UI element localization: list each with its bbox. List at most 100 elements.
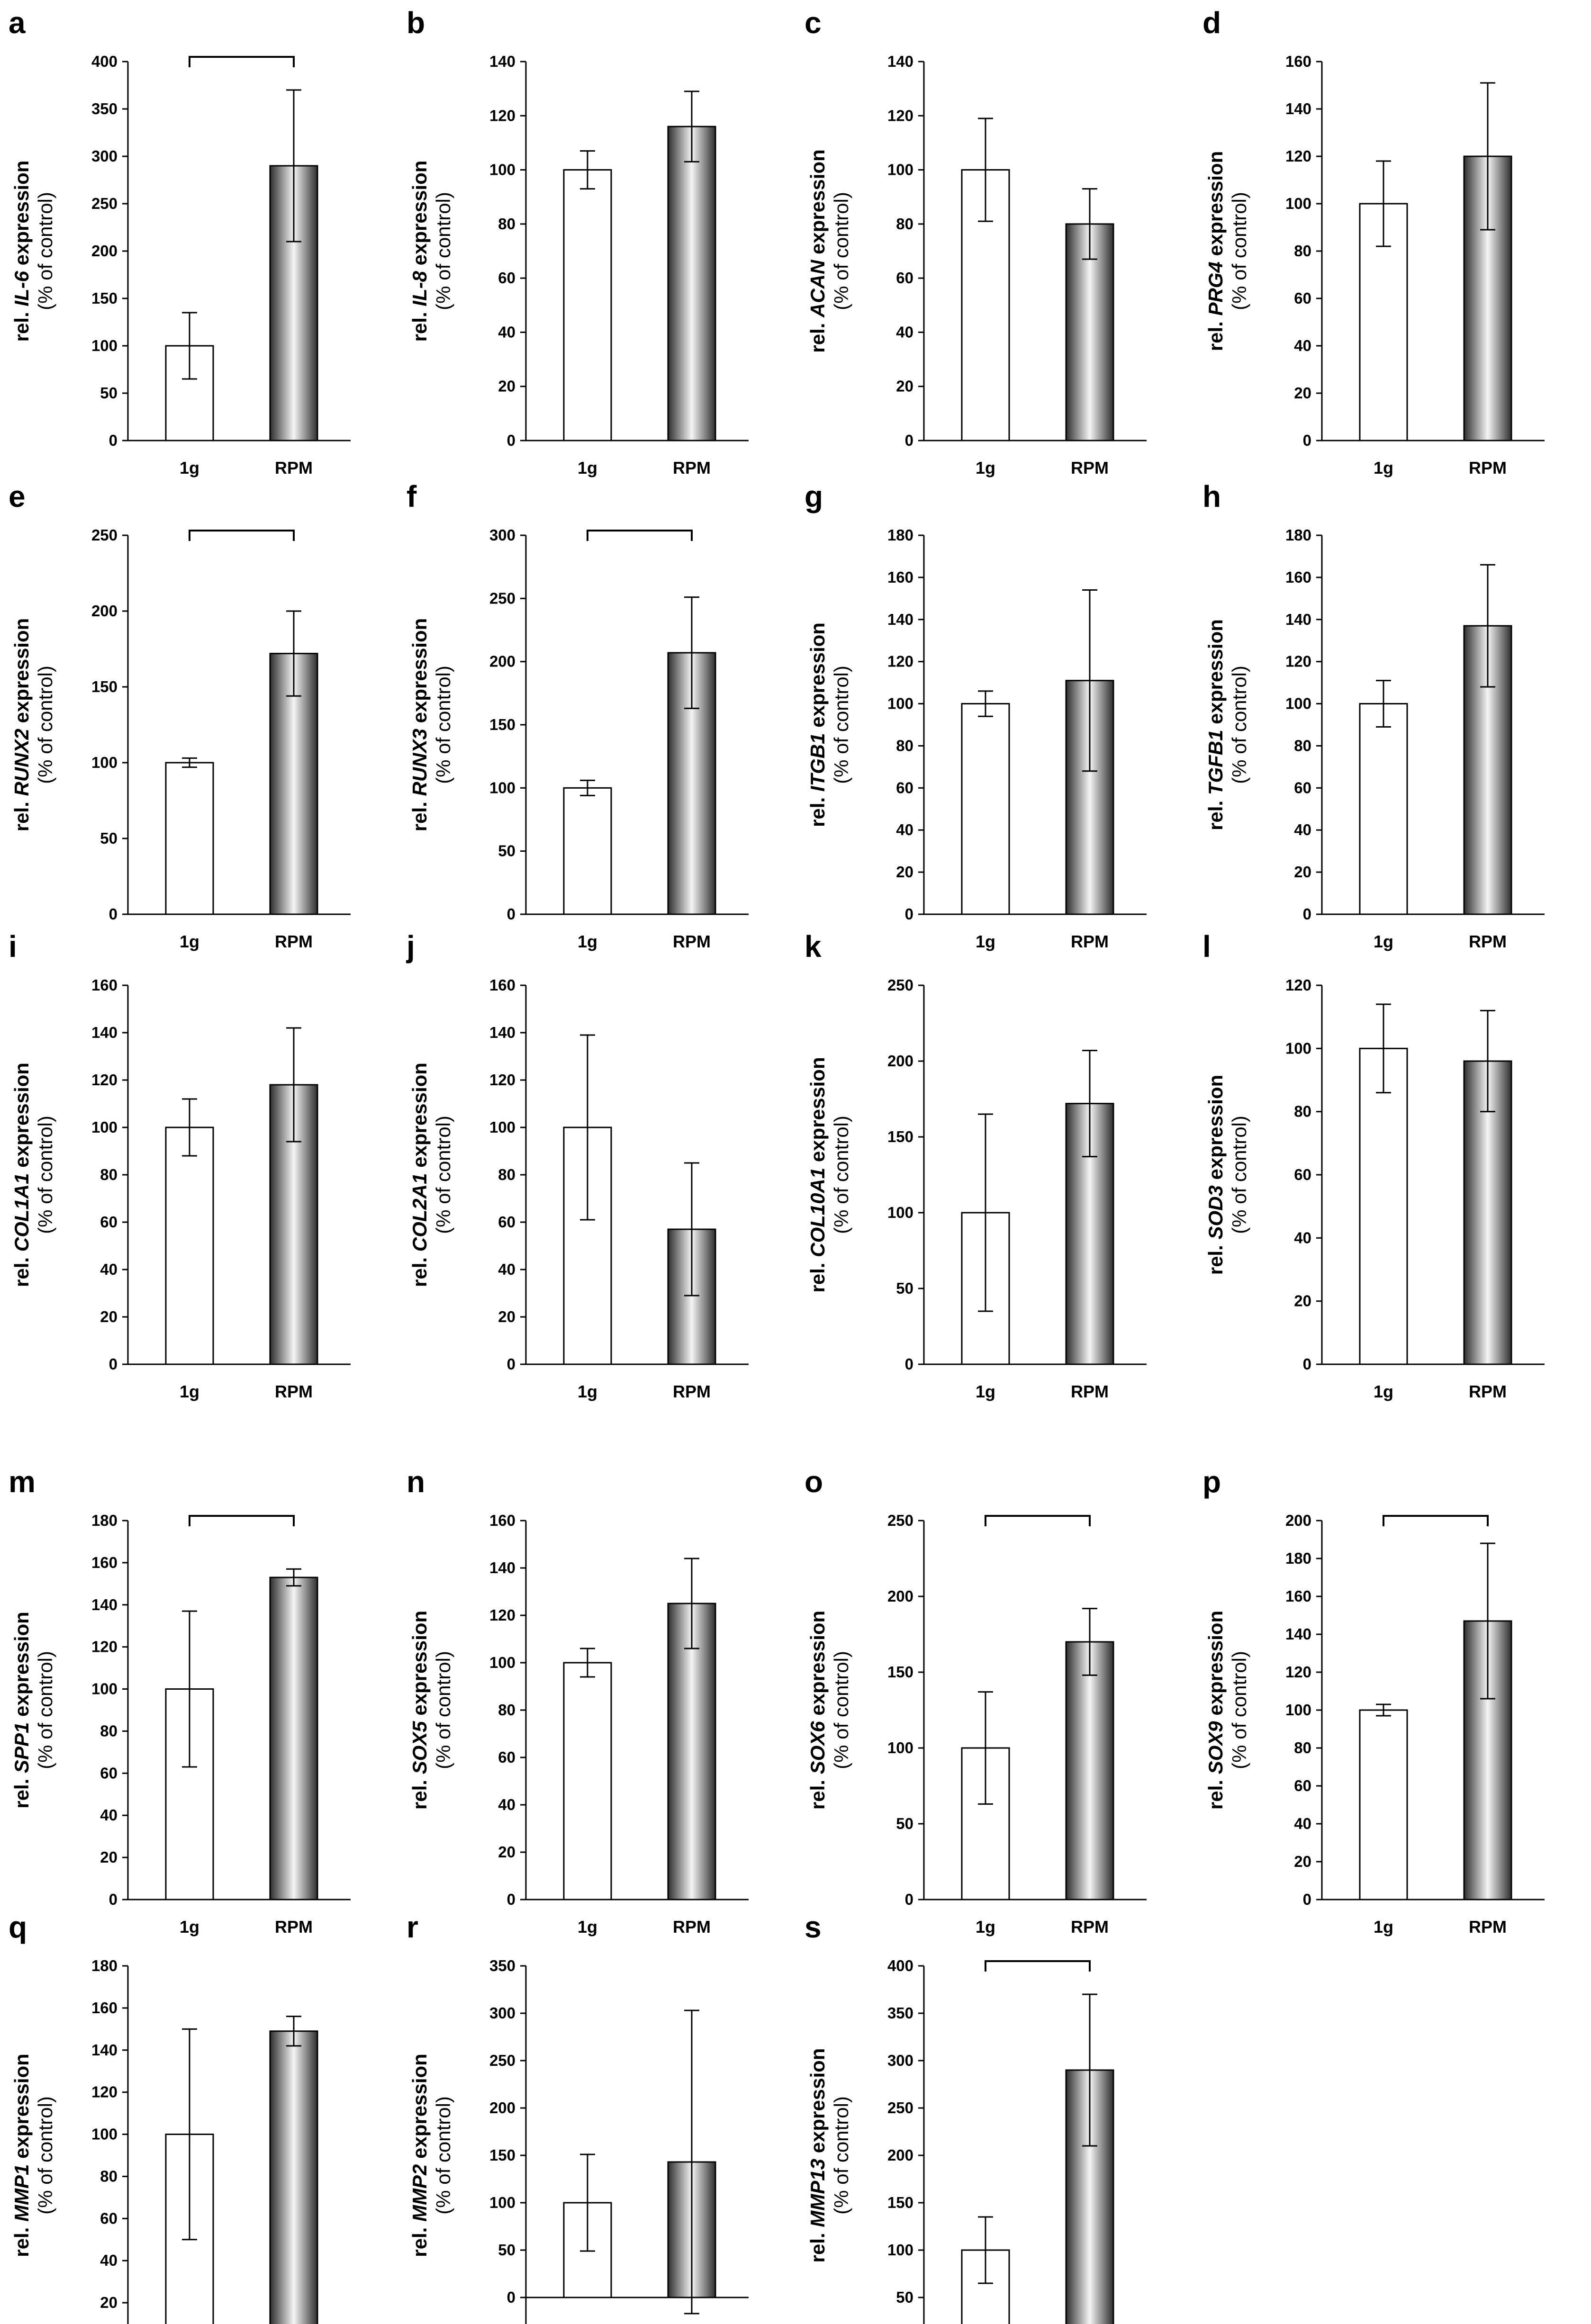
y-axis-label: rel. SPP1 expression [10,1612,33,1809]
y-axis-label-unit: (% of control) [34,1116,56,1234]
ylabel-prefix: rel. [1204,795,1227,830]
panel-d: d 0 20 40 60 80 100 120 140 160 1g RPM rel. PRG4 exp… [1202,6,1545,477]
y-tick-label: 250 [91,195,118,212]
y-tick-label: 20 [498,1308,515,1325]
y-tick-label: 50 [896,1815,913,1832]
y-axis-label-unit: (% of control) [432,2096,454,2215]
y-tick-label: 20 [498,1843,515,1861]
y-tick-label: 150 [91,678,118,695]
y-tick-label: 0 [507,432,515,449]
panel-q: q0204060801001201401601801gRPMrel. MMP1 … [9,1910,318,2324]
y-tick-label: 80 [100,2167,118,2185]
x-category-label: 1g [180,1382,199,1401]
ylabel-suffix: expression [806,1057,829,1167]
y-tick-label: 80 [896,215,913,233]
y-axis-label: rel. TGFB1 expression [1204,619,1227,830]
y-tick-label: 250 [91,526,118,544]
y-tick-label: 140 [489,1024,515,1041]
y-tick-label: 200 [1285,1512,1311,1529]
y-tick-label: 0 [905,1355,913,1373]
gene-name: MMP1 [10,2164,33,2222]
gene-name: RUNX3 [408,729,431,796]
y-tick-label: 180 [1285,1549,1311,1567]
y-tick-label: 20 [1294,863,1311,881]
y-tick-label: 150 [887,1663,913,1681]
gene-name: SOX5 [408,1721,431,1775]
panel-letter: l [1202,929,1211,964]
y-tick-label: 100 [887,1739,913,1757]
y-tick-label: 50 [100,829,118,847]
y-tick-label: 50 [100,384,118,402]
y-tick-label: 250 [887,2099,913,2117]
y-tick-label: 40 [100,2252,118,2269]
y-tick-label: 180 [1285,526,1311,544]
y-tick-label: 80 [100,1722,118,1739]
panel-letter: f [407,479,417,513]
y-tick-label: 160 [1285,53,1311,70]
significance-bracket [1383,1515,1489,1526]
y-tick-label: 100 [887,1204,913,1221]
x-category-label: RPM [673,1382,711,1401]
y-axis-label-unit: (% of control) [830,192,852,310]
y-tick-label: 180 [887,526,913,544]
ylabel-suffix: expression [806,149,829,260]
ylabel-prefix: rel. [806,2227,829,2263]
y-tick-label: 40 [896,821,913,838]
y-tick-label: 200 [91,602,118,620]
panel-i: i 0 20 40 60 80 100 120 140 160 1g RPM rel. COL1A1 e… [9,929,351,1401]
panel-b: b 0 20 40 60 80 100 120 140 1g RPM rel. IL-8 expres… [407,6,749,477]
gene-name: MMP13 [806,2159,829,2227]
panel-letter: a [9,6,26,40]
x-category-label: 1g [578,1917,597,1937]
ylabel-prefix: rel. [10,306,33,342]
y-tick-label: 200 [887,1052,913,1070]
y-tick-label: 20 [1294,384,1311,402]
x-category-label: RPM [673,458,711,477]
y-tick-label: 60 [896,779,913,796]
panel-letter: p [1202,1465,1221,1499]
bar-1g [1359,1047,1408,1365]
y-tick-label: 20 [1294,1853,1311,1870]
y-tick-label: 400 [91,53,118,70]
y-tick-label: 100 [1285,1039,1311,1057]
y-axis-label: rel. COL10A1 expression [806,1057,829,1292]
x-category-label: RPM [275,932,313,951]
panel-letter: k [805,929,822,964]
y-axis-label: rel. SOX5 expression [408,1611,431,1810]
x-category-label: 1g [180,1917,199,1937]
ylabel-prefix: rel. [408,1252,431,1287]
y-tick-label: 80 [100,1166,118,1183]
panel-letter: r [407,1910,418,1944]
ylabel-prefix: rel. [10,1252,33,1287]
y-tick-label: 400 [887,1957,913,1974]
y-tick-label: 350 [489,1957,515,1974]
x-category-label: 1g [1374,1917,1393,1937]
ylabel-suffix: expression [10,1063,33,1173]
gene-name: SOD3 [1204,1185,1227,1239]
panel-letter: q [9,1910,27,1944]
y-tick-label: 80 [1294,1739,1311,1757]
y-tick-label: 300 [489,2004,515,2022]
y-axis-label: rel. MMP1 expression [10,2054,33,2257]
ylabel-suffix: expression [10,618,33,729]
y-tick-label: 50 [896,1279,913,1297]
bar-rpm [269,2030,318,2324]
y-axis-label: rel. MMP13 expression [806,2048,829,2263]
bar-1g [563,1662,612,1901]
ylabel-prefix: rel. [806,792,829,827]
bar-rpm [269,1576,318,1901]
y-tick-label: 20 [100,2294,118,2311]
ylabel-prefix: rel. [1204,316,1227,351]
y-tick-label: 120 [887,653,913,670]
bar-1g [165,762,214,915]
ylabel-prefix: rel. [408,2222,431,2257]
panel-letter: h [1202,479,1221,513]
gene-name: SPP1 [10,1722,33,1773]
y-tick-label: 0 [507,905,515,923]
y-tick-label: 160 [887,568,913,586]
y-tick-label: 60 [100,1764,118,1782]
panel-c: c 0 20 40 60 80 100 120 140 1g RPM rel. ACAN expres… [805,6,1147,477]
y-axis-label: rel. RUNX3 expression [408,618,431,832]
